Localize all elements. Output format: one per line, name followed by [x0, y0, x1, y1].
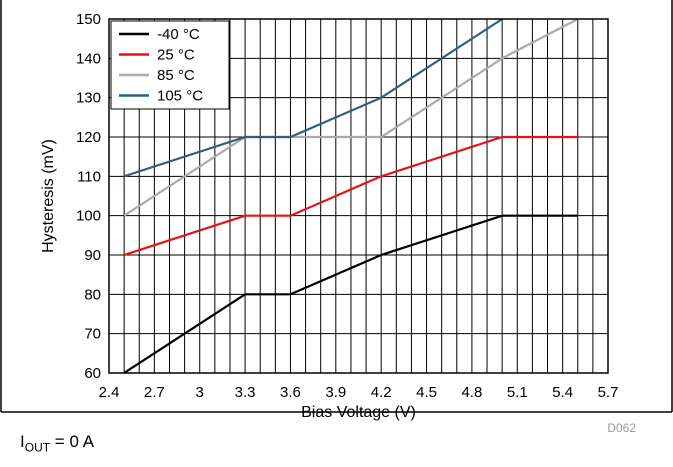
legend-label: 25 °C [157, 47, 195, 64]
legend-label: 105 °C [157, 88, 203, 105]
x-tick-label: 3.3 [235, 384, 256, 401]
test-condition-note: IOUT = 0 A [20, 432, 94, 454]
series-lines [123, 18, 579, 374]
x-tick-label: 4.8 [461, 384, 482, 401]
y-tick-label: 90 [84, 247, 101, 264]
y-tick-label: 140 [76, 50, 101, 67]
series-line [123, 18, 579, 217]
series-line [123, 214, 578, 374]
footnote-subscript: OUT [24, 440, 51, 455]
x-tick-label: 2.4 [99, 384, 120, 401]
x-tick-label: 3.6 [280, 384, 301, 401]
figure-code-annotation: D062 [607, 421, 636, 435]
series-line [123, 18, 503, 178]
series-line [123, 135, 578, 257]
x-tick-label: 5.7 [598, 384, 619, 401]
x-tick-label: 5.4 [552, 384, 573, 401]
legend-label: 85 °C [157, 67, 195, 84]
y-tick-label: 130 [76, 90, 101, 107]
y-tick-label: 60 [84, 365, 101, 382]
y-tick-label: 100 [76, 208, 101, 225]
y-tick-label: 80 [84, 286, 101, 303]
x-tick-label: 5.1 [507, 384, 528, 401]
x-tick-label: 4.5 [416, 384, 437, 401]
legend: -40 °C 25 °C 85 °C 105 °C [110, 20, 230, 110]
plot-area-border [108, 18, 609, 374]
x-tick-label: 3.9 [325, 384, 346, 401]
footnote-value: = 0 A [50, 432, 95, 451]
y-axis-title: Hysteresis (mV) [40, 139, 57, 253]
x-tick-label: 3 [196, 384, 204, 401]
footnote-symbol: I [20, 432, 25, 451]
legend-label: -40 °C [157, 26, 200, 43]
x-axis-title: Bias Voltage (V) [301, 404, 416, 421]
tick-labels: 2.4 2.7 3 3.3 3.6 3.9 4.2 4.5 4.8 5.1 5.4 5.7 60 70 80… [76, 11, 618, 401]
x-tick-label: 4.2 [371, 384, 392, 401]
y-tick-label: 70 [84, 326, 101, 343]
y-tick-label: 150 [76, 11, 101, 28]
y-tick-label: 120 [76, 129, 101, 146]
y-tick-label: 110 [77, 168, 101, 185]
x-tick-label: 2.7 [144, 384, 165, 401]
